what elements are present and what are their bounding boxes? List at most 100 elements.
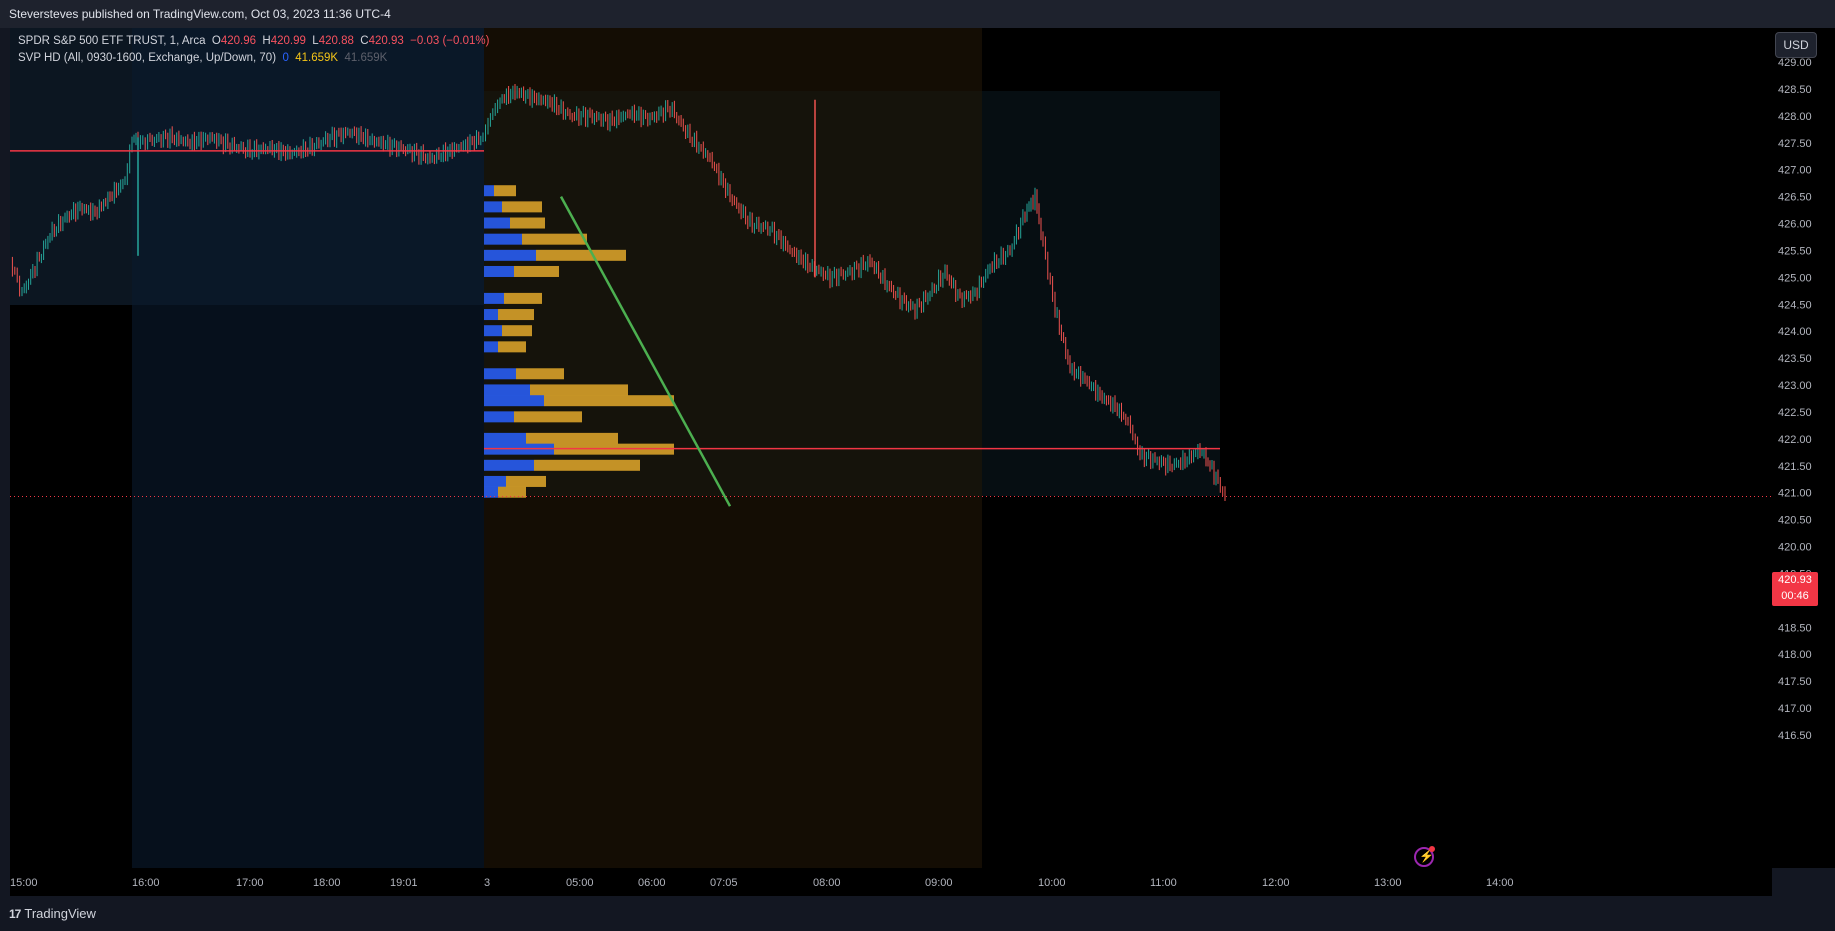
time-scale[interactable]: 15:00 16:00 17:00 18:00 19:01 3 05:00 06:00 07:0… bbox=[10, 868, 1772, 896]
time-tick-label: 11:00 bbox=[1150, 877, 1177, 889]
price-tick-label: 426.50 bbox=[1778, 192, 1812, 204]
chart-pane[interactable] bbox=[10, 28, 1772, 868]
price-tick-label: 424.50 bbox=[1778, 299, 1812, 311]
price-tick-label: 421.00 bbox=[1778, 488, 1812, 500]
profile-bar-down bbox=[506, 475, 546, 487]
profile-bar-up bbox=[484, 292, 504, 304]
currency-button[interactable]: USD bbox=[1775, 32, 1817, 58]
publisher-text: Steversteves published on TradingView.co… bbox=[9, 7, 391, 21]
indicator-name: SVP HD (All, 0930-1600, Exchange, Up/Dow… bbox=[18, 52, 277, 64]
low-value: 420.88 bbox=[318, 35, 354, 47]
profile-bar-down bbox=[536, 249, 626, 261]
profile-bar-up bbox=[484, 201, 502, 213]
profile-bar-down bbox=[516, 368, 564, 380]
time-tick-label: 15:00 bbox=[10, 877, 38, 889]
time-tick-label: 10:00 bbox=[1038, 877, 1066, 889]
indicator-value-2: 41.659K bbox=[295, 52, 339, 64]
session-zone bbox=[132, 28, 484, 305]
footer-bar bbox=[0, 896, 1835, 931]
profile-zone bbox=[484, 91, 982, 496]
profile-bar-up bbox=[484, 309, 498, 321]
last-price-badge: 420.93 00:46 bbox=[1772, 572, 1818, 606]
profile-bar-down bbox=[494, 185, 516, 197]
price-tick-label: 423.50 bbox=[1778, 353, 1812, 365]
price-tick-label: 420.50 bbox=[1778, 515, 1812, 527]
close-label: C bbox=[360, 35, 369, 47]
profile-bar-down bbox=[498, 341, 526, 353]
price-tick-label: 420.00 bbox=[1778, 542, 1812, 554]
profile-bar-down bbox=[510, 217, 545, 229]
close-value: 420.93 bbox=[368, 35, 404, 47]
price-scale[interactable]: 429.00 428.50 428.00 427.50 427.00 426.50 426.… bbox=[1772, 28, 1835, 868]
time-tick-label: 12:00 bbox=[1262, 877, 1290, 889]
time-tick-label: 18:00 bbox=[313, 877, 341, 889]
profile-bar-up bbox=[484, 265, 514, 277]
profile-bar-up bbox=[484, 432, 526, 444]
profile-bar-up bbox=[484, 249, 536, 261]
indicator-legend-row[interactable]: SVP HD (All, 0930-1600, Exchange, Up/Dow… bbox=[18, 50, 489, 67]
indicator-value-3: 41.659K bbox=[344, 52, 388, 64]
price-tick-label: 428.50 bbox=[1778, 84, 1812, 96]
low-label: L bbox=[312, 35, 319, 47]
profile-bar-down bbox=[498, 486, 526, 498]
publisher-bar: Steversteves published on TradingView.co… bbox=[0, 0, 1835, 28]
profile-bar-up bbox=[484, 185, 494, 197]
profile-bar-down bbox=[530, 384, 628, 396]
bar-countdown: 00:46 bbox=[1781, 590, 1809, 602]
tradingview-logo-icon: 17 bbox=[9, 906, 21, 921]
profile-bar-down bbox=[498, 309, 534, 321]
time-tick-label: 16:00 bbox=[132, 877, 160, 889]
price-tick-label: 417.50 bbox=[1778, 676, 1812, 688]
profile-bar-up bbox=[484, 411, 514, 423]
profile-zone bbox=[982, 91, 1220, 496]
price-tick-label: 424.00 bbox=[1778, 326, 1812, 338]
change-value: −0.03 (−0.01%) bbox=[410, 35, 490, 47]
price-tick-label: 422.50 bbox=[1778, 407, 1812, 419]
profile-bar-down bbox=[514, 265, 559, 277]
session-zone bbox=[10, 28, 132, 305]
chart-legend: SPDR S&P 500 ETF TRUST, 1, Arca O420.96 … bbox=[18, 33, 489, 67]
indicator-value-1: 0 bbox=[282, 52, 289, 64]
profile-bar-down bbox=[526, 432, 618, 444]
time-tick-label: 13:00 bbox=[1374, 877, 1402, 889]
profile-bar-up bbox=[484, 384, 530, 396]
price-tick-label: 428.00 bbox=[1778, 111, 1812, 123]
price-tick-label: 416.50 bbox=[1778, 730, 1812, 742]
time-tick-label: 07:05 bbox=[710, 877, 738, 889]
profile-bar-down bbox=[504, 292, 542, 304]
symbol-legend-row[interactable]: SPDR S&P 500 ETF TRUST, 1, Arca O420.96 … bbox=[18, 33, 489, 50]
time-tick-label: 08:00 bbox=[813, 877, 841, 889]
price-tick-label: 418.00 bbox=[1778, 649, 1812, 661]
price-chart[interactable] bbox=[10, 28, 1772, 868]
profile-bar-up bbox=[484, 475, 506, 487]
high-value: 420.99 bbox=[270, 35, 306, 47]
tradingview-brand[interactable]: 17 TradingView bbox=[9, 906, 96, 921]
price-tick-label: 425.00 bbox=[1778, 272, 1812, 284]
profile-bar-up bbox=[484, 459, 534, 471]
trend-line bbox=[559, 196, 732, 507]
alert-bolt-icon[interactable]: ⚡ bbox=[1414, 846, 1435, 867]
price-tick-label: 421.50 bbox=[1778, 461, 1812, 473]
last-price-value: 420.93 bbox=[1778, 574, 1812, 586]
price-tick-label: 422.00 bbox=[1778, 434, 1812, 446]
price-tick-label: 417.00 bbox=[1778, 703, 1812, 715]
open-label: O bbox=[211, 35, 221, 47]
profile-bar-down bbox=[502, 325, 532, 337]
high-label: H bbox=[262, 35, 271, 47]
open-value: 420.96 bbox=[220, 35, 257, 47]
profile-bar-down bbox=[544, 395, 674, 407]
profile-bar-up bbox=[484, 341, 498, 353]
time-tick-label: 3 bbox=[484, 877, 490, 889]
price-tick-label: 427.50 bbox=[1778, 138, 1812, 150]
time-tick-label: 17:00 bbox=[236, 877, 264, 889]
price-tick-label: 427.00 bbox=[1778, 165, 1812, 177]
profile-bar-down bbox=[534, 459, 640, 471]
profile-bar-down bbox=[502, 201, 542, 213]
price-tick-label: 429.00 bbox=[1778, 57, 1812, 69]
profile-bar-down bbox=[514, 411, 582, 423]
time-tick-label: 19:01 bbox=[390, 877, 418, 889]
time-tick-label: 06:00 bbox=[638, 877, 666, 889]
time-tick-label: 05:00 bbox=[566, 877, 594, 889]
time-tick-label: 09:00 bbox=[925, 877, 953, 889]
brand-text: TradingView bbox=[24, 906, 96, 921]
